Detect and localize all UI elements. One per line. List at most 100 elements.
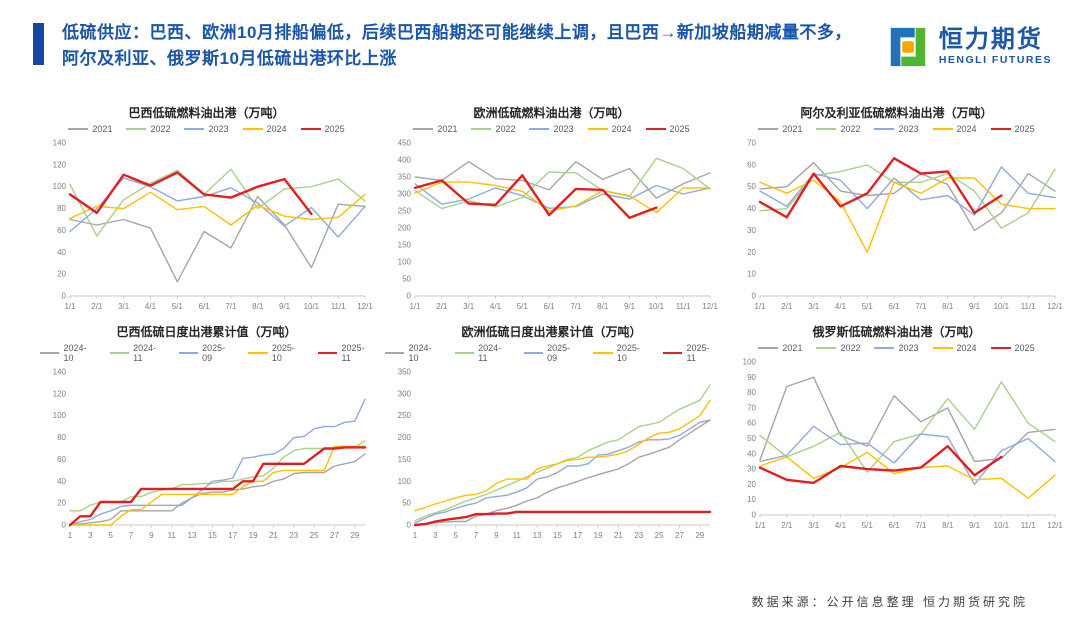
legend-item-2022: 2022: [126, 124, 170, 134]
svg-text:70: 70: [747, 403, 756, 412]
svg-text:200: 200: [398, 224, 412, 233]
svg-text:9/1: 9/1: [969, 521, 981, 530]
svg-text:23: 23: [634, 531, 643, 540]
legend-swatch: [662, 352, 683, 354]
legend-item-2025: 2025: [990, 343, 1035, 353]
svg-text:7: 7: [474, 531, 479, 540]
svg-text:9/1: 9/1: [279, 302, 291, 311]
legend-swatch: [874, 347, 895, 349]
page-title: 低硫供应：巴西、欧洲10月排船偏低，后续巴西船期还可能继续上调，且巴西→新加坡船…: [62, 23, 852, 69]
chart-brazil-monthly-export: 巴西低硫燃料油出港（万吨） 2021 2022 2023 2024 2025 0 20 40…: [40, 104, 373, 313]
legend-swatch: [317, 352, 338, 354]
svg-text:80: 80: [747, 388, 756, 397]
svg-text:60: 60: [747, 419, 756, 428]
svg-text:6/1: 6/1: [544, 302, 556, 311]
legend-swatch: [68, 128, 89, 130]
chart-legend: 2021 2022 2023 2024 2025: [758, 343, 1035, 353]
chart-title: 欧洲低硫燃料油出港（万吨）: [473, 106, 630, 120]
legend-swatch: [587, 128, 608, 130]
legend-swatch: [109, 352, 130, 354]
legend-item-2024: 2024: [932, 124, 977, 134]
svg-text:0: 0: [407, 292, 412, 301]
svg-text:17: 17: [228, 531, 237, 540]
svg-text:1: 1: [68, 531, 73, 540]
legend-label: 2023: [898, 343, 919, 353]
legend-item-2023: 2023: [184, 124, 229, 134]
svg-text:40: 40: [57, 248, 66, 257]
svg-text:50: 50: [747, 434, 756, 443]
svg-text:250: 250: [398, 411, 412, 420]
svg-text:20: 20: [747, 480, 756, 489]
svg-text:0: 0: [752, 292, 757, 301]
svg-text:300: 300: [398, 190, 412, 199]
legend-label: 2024: [956, 343, 977, 353]
legend-swatch: [126, 128, 147, 130]
svg-text:1/1: 1/1: [754, 302, 766, 311]
svg-text:21: 21: [614, 531, 623, 540]
svg-text:4/1: 4/1: [145, 302, 157, 311]
svg-text:27: 27: [330, 531, 339, 540]
svg-text:13: 13: [533, 531, 542, 540]
svg-text:1/1: 1/1: [754, 521, 766, 530]
svg-text:150: 150: [398, 241, 412, 250]
svg-text:9: 9: [494, 531, 499, 540]
svg-text:9: 9: [149, 531, 154, 540]
legend-swatch: [593, 352, 613, 354]
legend-item-2022: 2022: [471, 124, 515, 134]
legend-label: 2022: [150, 124, 171, 134]
legend-swatch: [874, 128, 895, 130]
svg-text:5/1: 5/1: [172, 302, 184, 311]
svg-text:100: 100: [398, 258, 412, 267]
legend-swatch: [242, 128, 263, 130]
legend-item-2024-11: 2024-11: [109, 343, 165, 363]
svg-text:4/1: 4/1: [835, 302, 847, 311]
chart-canvas: 0 50 100 150 200 250 300 350 400 450 1/1 2/1 3/1 4/1 5…: [398, 139, 718, 312]
svg-text:150: 150: [398, 455, 412, 464]
legend-item-2025-09: 2025-09: [523, 343, 580, 363]
legend-label: 2022: [840, 124, 861, 134]
svg-text:100: 100: [398, 477, 412, 486]
svg-text:5/1: 5/1: [862, 521, 874, 530]
svg-text:3/1: 3/1: [808, 521, 820, 530]
legend-swatch: [454, 352, 475, 354]
legend-item-2021: 2021: [68, 124, 112, 134]
svg-text:20: 20: [747, 248, 756, 257]
svg-text:4/1: 4/1: [835, 521, 847, 530]
svg-text:100: 100: [743, 358, 757, 367]
svg-text:50: 50: [402, 275, 411, 284]
legend-item-2021: 2021: [758, 343, 802, 353]
svg-text:9/1: 9/1: [624, 302, 636, 311]
legend-item-2025: 2025: [645, 124, 690, 134]
svg-text:0: 0: [62, 521, 67, 530]
legend-label: 2025: [324, 124, 345, 134]
legend-label: 2023: [208, 124, 229, 134]
legend-label: 2024: [266, 124, 287, 134]
svg-text:50: 50: [402, 499, 411, 508]
svg-text:10/1: 10/1: [994, 521, 1010, 530]
svg-text:7/1: 7/1: [915, 521, 927, 530]
svg-text:27: 27: [675, 531, 684, 540]
svg-text:0: 0: [62, 292, 67, 301]
svg-text:25: 25: [310, 531, 319, 540]
svg-text:11/1: 11/1: [1021, 302, 1037, 311]
svg-text:20: 20: [57, 499, 66, 508]
legend-item-2024: 2024: [932, 343, 977, 353]
svg-text:23: 23: [289, 531, 298, 540]
legend-item-2025-10: 2025-10: [593, 343, 649, 363]
chart-legend: 2024-10 2024-11 2025-09 2025-10 2025-11: [385, 343, 718, 363]
legend-item-2024-10: 2024-10: [385, 343, 441, 363]
svg-text:100: 100: [53, 411, 67, 420]
legend-label: 2025-09: [202, 343, 226, 363]
legend-swatch: [471, 128, 492, 130]
svg-text:29: 29: [695, 531, 704, 540]
hengli-futures-logo: 恒力期货 HENGLI FUTURES: [885, 20, 1052, 70]
legend-swatch: [40, 352, 60, 354]
legend-swatch: [990, 128, 1011, 130]
chart-canvas: 0 10 20 30 40 50 60 70 1/1 2/1 3/1 4/1 5/1 6/1 7/1 8/1 9…: [747, 139, 1063, 312]
svg-text:3/1: 3/1: [808, 302, 820, 311]
legend-item-2025-10: 2025-10: [248, 343, 304, 363]
chart-brazil-daily-cumulative: 巴西低硫日度出港累计值（万吨） 2024-10 2024-11 2025-09 202…: [40, 323, 373, 542]
legend-item-2023: 2023: [874, 124, 919, 134]
